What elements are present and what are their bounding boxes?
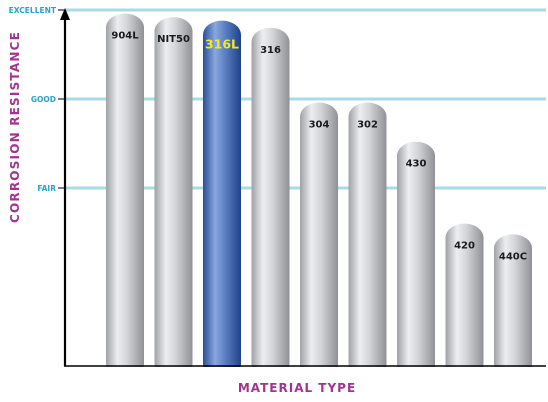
baseline-mask bbox=[66, 367, 548, 381]
bar-nit50 bbox=[154, 17, 193, 379]
bar-302 bbox=[348, 102, 387, 378]
level-label-excellent: EXCELLENT bbox=[9, 6, 57, 15]
y-axis bbox=[60, 8, 70, 366]
bar-label-nit50: NIT50 bbox=[157, 34, 190, 45]
level-label-good: GOOD bbox=[31, 95, 56, 104]
y-axis-title: CORROSION RESISTANCE bbox=[8, 31, 22, 223]
level-label-fair: FAIR bbox=[37, 184, 56, 193]
bar-904l bbox=[106, 13, 144, 379]
level-labels: EXCELLENT GOOD FAIR bbox=[9, 6, 57, 193]
bar-label-430: 430 bbox=[406, 159, 427, 170]
bar-420 bbox=[445, 223, 484, 378]
bar-labels: 904L NIT50 316L 316 304 302 430 420 440C bbox=[111, 31, 527, 263]
bar-304 bbox=[300, 102, 338, 378]
x-axis-title: MATERIAL TYPE bbox=[238, 381, 356, 395]
bar-316 bbox=[251, 27, 290, 379]
bar-label-440c: 440C bbox=[499, 251, 527, 262]
bar-430 bbox=[397, 141, 435, 378]
bar-316l bbox=[203, 20, 241, 379]
y-axis-arrow-icon bbox=[60, 8, 70, 20]
bar-label-316l: 316L bbox=[205, 37, 239, 52]
bar-440c bbox=[494, 234, 532, 378]
bar-label-420: 420 bbox=[454, 241, 475, 252]
bar-label-316: 316 bbox=[260, 45, 281, 56]
bar-label-302: 302 bbox=[357, 120, 378, 131]
bar-label-304: 304 bbox=[309, 120, 330, 131]
bars bbox=[106, 13, 532, 379]
bar-label-904l: 904L bbox=[111, 31, 139, 42]
